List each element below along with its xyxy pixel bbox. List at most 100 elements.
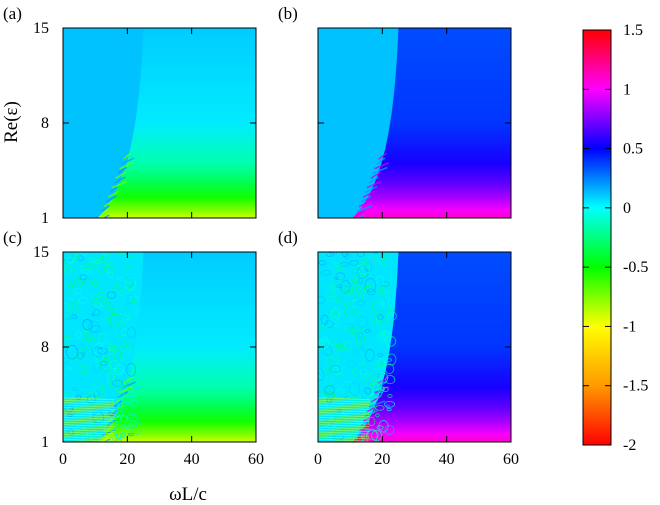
- heatmap-speckle: [133, 421, 138, 424]
- heatmap-speckle: [352, 345, 360, 351]
- heatmap-fringe: [117, 390, 129, 399]
- heatmap-speckle: [111, 284, 121, 292]
- heatmap-speckle: [113, 425, 124, 436]
- heatmap-fringe: [101, 204, 110, 213]
- heatmap-fringe: [63, 431, 115, 435]
- heatmap-speckle: [120, 356, 128, 361]
- heatmap-fringe: [318, 431, 370, 435]
- heatmap-speckle: [78, 364, 88, 374]
- y-tick-label: 8: [41, 115, 49, 132]
- heatmap-speckle: [126, 363, 137, 377]
- x-tick-label: 20: [374, 451, 390, 468]
- heatmap-speckle: [325, 252, 336, 257]
- heatmap-speckle: [377, 386, 385, 394]
- heatmap-speckle: [125, 252, 136, 258]
- colorbar-fill: [582, 29, 612, 446]
- heatmap-fringe: [318, 402, 370, 406]
- heatmap-speckle: [107, 271, 114, 279]
- heatmap-speckle: [97, 332, 108, 345]
- y-tick-label: 8: [41, 339, 49, 356]
- heatmap-speckle: [71, 386, 79, 391]
- heatmap-speckle: [90, 336, 95, 343]
- heatmap-fringe: [318, 411, 370, 415]
- heatmap-speckle: [363, 261, 371, 267]
- heatmap-speckle: [318, 260, 326, 266]
- heatmap-speckle: [359, 274, 366, 279]
- heatmap-fringe: [63, 419, 115, 423]
- heatmap-fringe: [374, 162, 389, 170]
- heatmap-fringe: [378, 152, 387, 160]
- heatmap-fringe: [115, 171, 127, 179]
- panel-b: (b): [278, 4, 512, 219]
- heatmap-speckle: [329, 365, 341, 373]
- heatmap-speckle: [371, 300, 383, 314]
- heatmap-speckle: [341, 380, 353, 395]
- heatmap-speckle: [357, 315, 369, 329]
- heatmap-speckle: [387, 298, 394, 306]
- heatmap-speckle: [386, 407, 392, 412]
- heatmap-speckle: [63, 302, 69, 308]
- heatmap-speckle: [361, 252, 369, 258]
- heatmap-speckle: [122, 312, 132, 318]
- heatmap-right-region: [352, 252, 511, 442]
- heatmap-speckle: [359, 345, 364, 350]
- heatmap-speckle: [108, 307, 114, 315]
- heatmap-speckle: [63, 312, 74, 321]
- heatmap-speckle: [337, 392, 343, 401]
- heatmap-speckle: [67, 290, 76, 301]
- heatmap-fringe: [318, 436, 370, 440]
- heatmap-speckle: [106, 379, 115, 389]
- heatmap-speckle: [367, 288, 376, 296]
- heatmap-speckle: [368, 374, 379, 386]
- heatmap-speckle: [327, 339, 339, 345]
- heatmap-speckle: [343, 306, 355, 316]
- heatmap-speckle: [355, 436, 364, 442]
- heatmap-speckle: [119, 415, 128, 423]
- heatmap-fringe: [107, 190, 120, 198]
- heatmap-fringe: [318, 416, 370, 420]
- heatmap-speckle: [130, 413, 139, 418]
- heatmap-speckle: [63, 388, 68, 395]
- heatmap-fringe: [357, 214, 366, 218]
- heatmap-speckle: [67, 316, 73, 320]
- heatmap-fringe: [357, 438, 366, 442]
- heatmap-speckle: [325, 347, 332, 356]
- heatmap-fringe: [109, 185, 118, 194]
- heatmap-speckle: [387, 394, 393, 398]
- heatmap-fringe: [63, 414, 115, 418]
- heatmap-speckle: [375, 405, 385, 411]
- heatmap-speckle: [349, 382, 361, 396]
- heatmap-fringe: [111, 181, 127, 189]
- x-tick-label: 20: [119, 451, 135, 468]
- heatmap-fringe: [102, 438, 111, 442]
- heatmap-speckle: [375, 275, 384, 285]
- heatmap-speckle: [122, 314, 130, 321]
- heatmap-speckle: [373, 314, 383, 325]
- heatmap-right-region: [97, 28, 256, 218]
- heatmap-speckle: [92, 346, 104, 357]
- heatmap-fringe: [356, 204, 373, 213]
- heatmap-body: [318, 252, 511, 442]
- panel-a: 1 8 15 (a): [3, 4, 257, 227]
- heatmap-speckle: [360, 375, 367, 383]
- heatmap-speckle: [387, 307, 394, 311]
- heatmap-speckle: [343, 284, 354, 294]
- heatmap-speckle: [324, 255, 335, 267]
- heatmap-speckle: [97, 356, 106, 365]
- panels: 1 8 15 (a) (b) 0 20 40 60 1 8 15 (c) 0 20 40 60 (d): [3, 4, 519, 468]
- y-tick-label: 15: [33, 244, 49, 261]
- heatmap-speckle: [103, 297, 113, 305]
- heatmap-speckle: [335, 272, 346, 281]
- heatmap-fringe: [122, 152, 131, 160]
- heatmap-fringe: [368, 400, 386, 408]
- heatmap-speckle: [329, 309, 340, 323]
- heatmap-speckle: [365, 349, 375, 362]
- heatmap-speckle: [94, 258, 102, 265]
- colorbar-tick-label: 0.5: [623, 141, 643, 158]
- heatmap-speckle: [335, 295, 342, 305]
- heatmap-fringe: [119, 162, 134, 170]
- heatmap-body: [318, 28, 511, 218]
- heatmap-speckle: [124, 425, 131, 430]
- heatmap-speckle: [351, 350, 361, 355]
- heatmap-speckle: [357, 299, 365, 307]
